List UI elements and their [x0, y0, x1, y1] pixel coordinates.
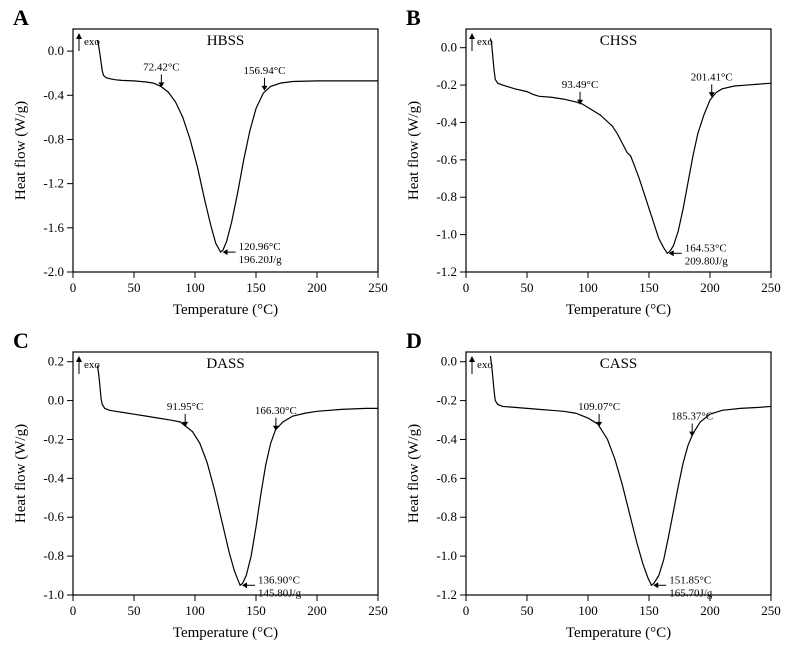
y-tick-label: -0.8 [436, 189, 457, 204]
x-tick-label: 0 [463, 603, 470, 618]
y-tick-label: 0.0 [441, 40, 457, 55]
dsc-figure: 0 50 100 150 200 250 -2.0 -1.6 -1.2 -0.8 -0.4 0.0 Te… [0, 0, 787, 650]
y-axis-title: Heat flow (W/g) [13, 101, 29, 200]
dsc-curve [490, 356, 771, 585]
y-tick-label: -0.6 [436, 152, 457, 167]
dsc-curve [97, 40, 378, 252]
y-tick-label: -0.4 [43, 470, 64, 485]
x-tick-label: 200 [307, 280, 327, 295]
x-tick-label: 150 [639, 603, 659, 618]
x-tick-label: 200 [700, 280, 720, 295]
panel-C: 0 50 100 150 200 250 -1.0 -0.8 -0.6 -0.4 -0.2 0.0 0.… [5, 328, 390, 643]
offset-temp: 201.41°C [691, 71, 733, 83]
panel-title: HBSS [207, 33, 245, 49]
panel-letter: D [406, 328, 422, 353]
x-tick-label: 50 [521, 603, 534, 618]
y-tick-label: 0.0 [48, 393, 64, 408]
panel-letter: A [13, 5, 29, 30]
y-tick-label: 0.0 [441, 354, 457, 369]
x-tick-label: 0 [70, 280, 77, 295]
x-tick-label: 250 [761, 280, 781, 295]
y-tick-label: -1.0 [436, 548, 457, 563]
x-axis-title: Temperature (°C) [173, 625, 278, 641]
x-tick-label: 100 [578, 280, 598, 295]
y-tick-label: -1.2 [436, 587, 457, 602]
y-tick-label: -1.0 [43, 587, 64, 602]
y-tick-label: -0.2 [436, 393, 457, 408]
y-axis-title: Heat flow (W/g) [406, 101, 422, 200]
peak-enthalpy: 165.70J/g [669, 587, 713, 599]
x-tick-label: 200 [307, 603, 327, 618]
onset-temp: 91.95°C [167, 401, 204, 413]
x-tick-label: 50 [128, 280, 141, 295]
x-tick-label: 250 [368, 280, 388, 295]
x-tick-label: 50 [521, 280, 534, 295]
panel-title: CASS [600, 356, 638, 372]
dsc-curve [97, 366, 378, 586]
peak-temp: 136.90°C [258, 574, 300, 586]
peak-temp: 120.96°C [239, 241, 281, 253]
x-tick-label: 100 [578, 603, 598, 618]
peak-temp: 164.53°C [685, 242, 727, 254]
y-tick-label: -0.8 [43, 548, 64, 563]
y-tick-label: -2.0 [43, 264, 64, 279]
panel-B: 0 50 100 150 200 250 -1.2 -1.0 -0.8 -0.6 -0.4 -0.2 0… [398, 5, 783, 320]
y-tick-label: -0.2 [436, 77, 457, 92]
y-axis-title: Heat flow (W/g) [406, 424, 422, 523]
y-tick-label: 0.2 [48, 354, 64, 369]
x-tick-label: 200 [700, 603, 720, 618]
y-tick-label: -0.6 [436, 470, 457, 485]
x-tick-label: 250 [761, 603, 781, 618]
x-tick-label: 0 [463, 280, 470, 295]
offset-temp: 156.94°C [243, 65, 285, 77]
panel-letter: C [13, 328, 29, 353]
onset-temp: 93.49°C [562, 79, 599, 91]
y-tick-label: -1.2 [43, 176, 64, 191]
x-axis-title: Temperature (°C) [566, 625, 671, 641]
x-tick-label: 0 [70, 603, 77, 618]
y-tick-label: -1.2 [436, 264, 457, 279]
y-tick-label: -0.4 [436, 114, 457, 129]
x-tick-label: 50 [128, 603, 141, 618]
y-tick-label: -1.6 [43, 220, 64, 235]
x-tick-label: 100 [185, 280, 205, 295]
y-tick-label: 0.0 [48, 43, 64, 58]
x-tick-label: 150 [246, 280, 266, 295]
x-axis-title: Temperature (°C) [173, 302, 278, 318]
x-tick-label: 100 [185, 603, 205, 618]
y-tick-label: -0.4 [436, 431, 457, 446]
y-tick-label: -0.6 [43, 509, 64, 524]
panel-letter: B [406, 5, 421, 30]
x-tick-label: 150 [639, 280, 659, 295]
onset-temp: 109.07°C [578, 401, 620, 413]
panel-A: 0 50 100 150 200 250 -2.0 -1.6 -1.2 -0.8 -0.4 0.0 Te… [5, 5, 390, 320]
y-tick-label: -1.0 [436, 227, 457, 242]
x-tick-label: 150 [246, 603, 266, 618]
y-tick-label: -0.8 [43, 131, 64, 146]
y-tick-label: -0.2 [43, 431, 64, 446]
peak-enthalpy: 196.20J/g [239, 254, 283, 266]
x-axis-title: Temperature (°C) [566, 302, 671, 318]
x-tick-label: 250 [368, 603, 388, 618]
panel-title: DASS [206, 356, 244, 372]
panel-D: 0 50 100 150 200 250 -1.2 -1.0 -0.8 -0.6 -0.4 -0.2 0… [398, 328, 783, 643]
offset-temp: 166.30°C [255, 405, 297, 417]
onset-temp: 72.42°C [143, 61, 180, 73]
peak-enthalpy: 209.80J/g [685, 255, 729, 267]
y-tick-label: -0.8 [436, 509, 457, 524]
peak-enthalpy: 145.80J/g [258, 587, 302, 599]
peak-temp: 151.85°C [669, 574, 711, 586]
offset-temp: 185.37°C [671, 411, 713, 423]
y-axis-title: Heat flow (W/g) [13, 424, 29, 523]
panel-title: CHSS [600, 33, 638, 49]
y-tick-label: -0.4 [43, 87, 64, 102]
